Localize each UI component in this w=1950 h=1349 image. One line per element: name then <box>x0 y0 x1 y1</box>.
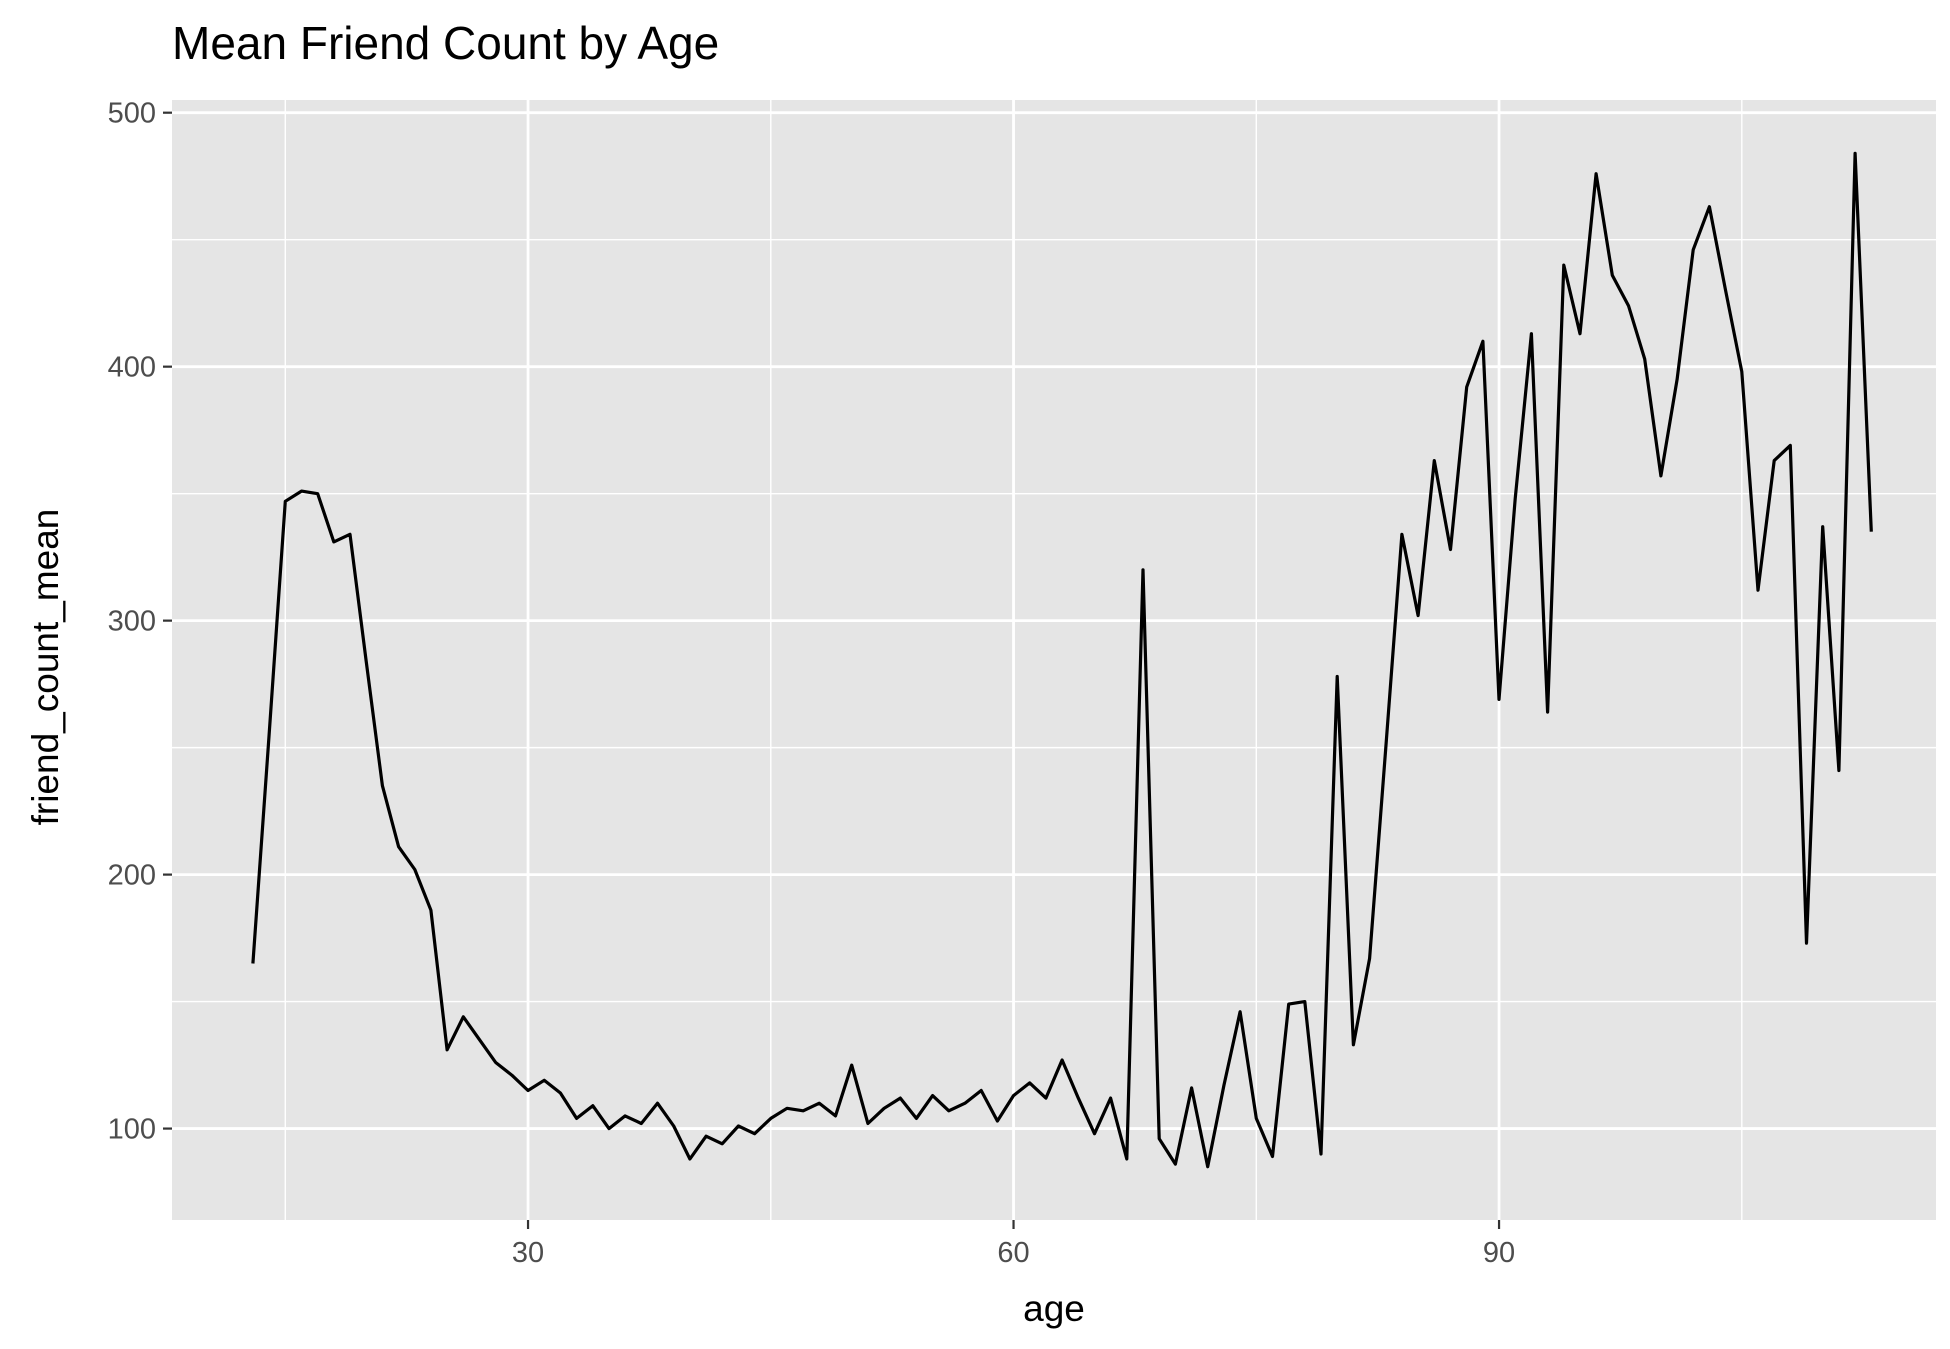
chart-title: Mean Friend Count by Age <box>172 17 719 69</box>
x-axis: 30 60 90 <box>512 1220 1515 1269</box>
y-tick-label: 400 <box>108 352 156 384</box>
x-tick-label: 90 <box>1483 1237 1515 1269</box>
y-tick-label: 100 <box>108 1114 156 1146</box>
y-tick-label: 500 <box>108 98 156 130</box>
major-gridlines <box>172 100 1936 1220</box>
y-axis: 100 200 300 400 500 <box>108 98 172 1146</box>
series-line-1 <box>251 151 1873 1169</box>
minor-gridlines <box>172 100 1936 1220</box>
x-axis-title: age <box>1023 1288 1085 1329</box>
series-layer <box>251 151 1873 1169</box>
y-tick-label: 300 <box>108 606 156 638</box>
plot-panel <box>172 100 1936 1220</box>
x-tick-label: 60 <box>997 1237 1029 1269</box>
y-axis-title: friend_count_mean <box>25 509 66 826</box>
y-tick-label: 200 <box>108 860 156 892</box>
x-tick-label: 30 <box>512 1237 544 1269</box>
